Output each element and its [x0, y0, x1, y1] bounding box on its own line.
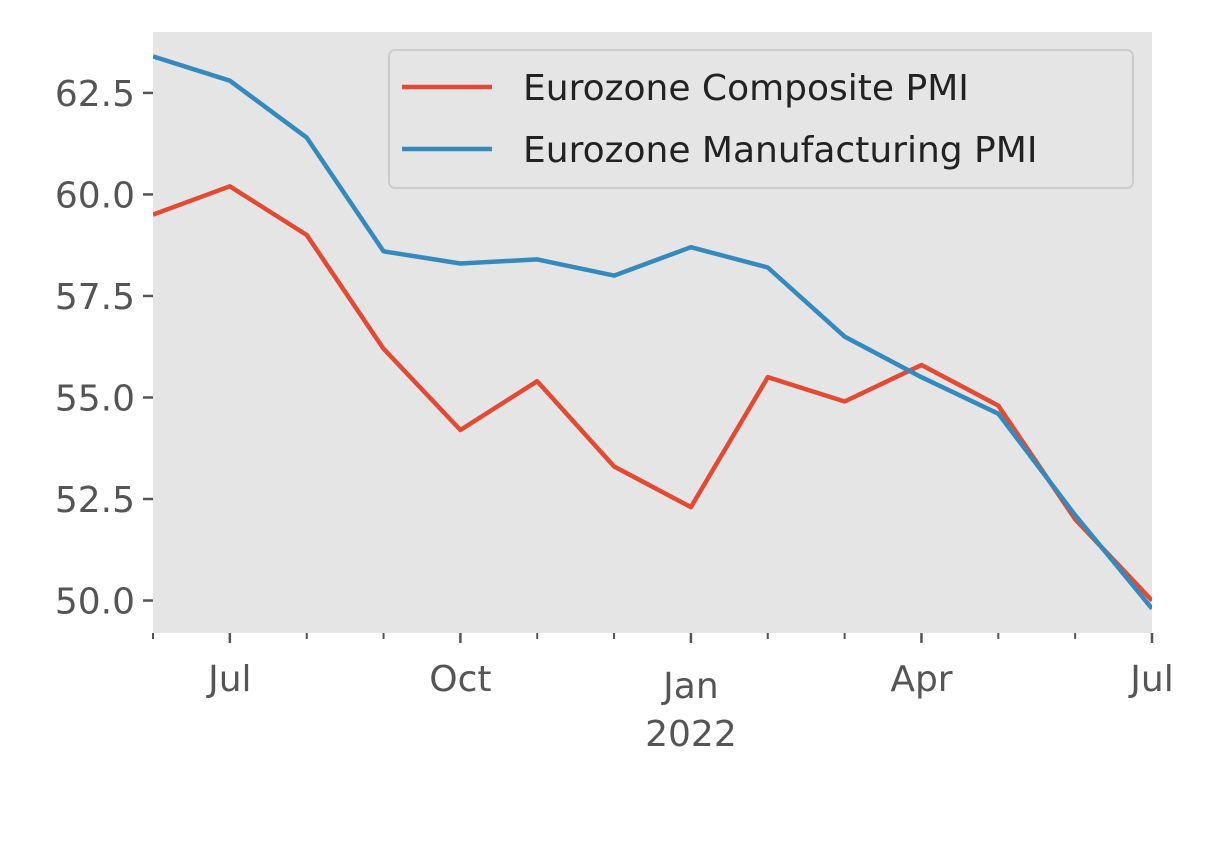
series-line-0: [153, 184, 1152, 603]
x-tick-label: Jul: [206, 659, 251, 700]
y-tick-label: 62.5: [55, 74, 135, 115]
y-tick-label: 55.0: [55, 378, 135, 419]
x-tick-label: Oct: [429, 659, 491, 700]
y-tick-label: 52.5: [55, 480, 135, 521]
legend-label: Eurozone Composite PMI: [523, 68, 969, 109]
x-tick-label: Jan: [661, 666, 719, 707]
x-tick-year-label: 2022: [645, 714, 737, 755]
x-tick-label: Apr: [890, 659, 952, 700]
x-axis: Jul Oct Jan 2022 Apr Jul: [152, 633, 1174, 755]
y-tick-label: 57.5: [55, 277, 135, 318]
legend-box: [388, 49, 1134, 189]
legend-label: Eurozone Manufacturing PMI: [523, 130, 1037, 171]
y-tick-label: 60.0: [55, 175, 135, 216]
series-line-1: [153, 54, 1152, 611]
y-axis: 50.0 52.5 55.0 57.5 60.0 62.5: [55, 74, 153, 623]
legend: Eurozone Composite PMI Eurozone Manufactu…: [388, 49, 1134, 189]
x-tick-label: Jul: [1128, 659, 1173, 700]
y-tick-label: 50.0: [55, 582, 135, 623]
series-lines: [153, 54, 1152, 611]
